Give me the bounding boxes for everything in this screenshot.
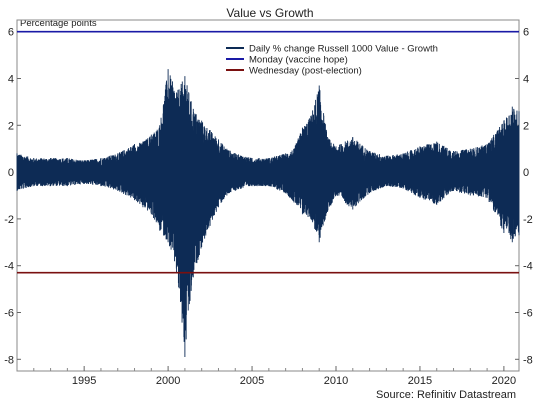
y-tick-label-left: 6: [8, 27, 14, 39]
y-tick-label-left: 2: [8, 120, 14, 132]
x-tick-label: 2020: [492, 375, 516, 387]
legend-label: Wednesday (post-election): [249, 66, 362, 77]
y-tick-label-left: -8: [4, 354, 14, 366]
source-note: Source: Refinitiv Datastream: [376, 389, 516, 401]
y-tick-label-right: -4: [523, 261, 533, 273]
y-tick-label-right: 6: [523, 27, 529, 39]
y-axis-label: Percentage points: [20, 18, 97, 29]
x-axis: 1995 2000 2005 2010 2015 2020: [16, 366, 516, 387]
x-tick-label: 2010: [324, 375, 348, 387]
x-tick-label: 1995: [72, 375, 96, 387]
x-tick-label: 2005: [240, 375, 264, 387]
x-tick-label: 2000: [156, 375, 180, 387]
series-daily-change: [16, 69, 520, 357]
y-tick-label-right: 0: [523, 167, 529, 179]
series-layer: [16, 30, 520, 357]
y-tick-label-right: -2: [523, 214, 533, 226]
y-axis-left: 6 4 2 0 -2 -4 -6 -8: [4, 27, 21, 366]
y-tick-label-left: -2: [4, 214, 14, 226]
legend: Daily % change Russell 1000 Value - Grow…: [222, 42, 438, 80]
y-tick-label-right: 2: [523, 120, 529, 132]
y-tick-label-right: 4: [523, 74, 529, 86]
x-tick-label: 2015: [408, 375, 432, 387]
legend-label: Daily % change Russell 1000 Value - Grow…: [249, 44, 438, 55]
legend-background: [222, 42, 432, 80]
legend-label: Monday (vaccine hope): [249, 55, 348, 66]
y-tick-label-left: -4: [4, 261, 14, 273]
y-tick-label-right: -8: [523, 354, 533, 366]
y-tick-label-left: 0: [8, 167, 14, 179]
y-tick-label-right: -6: [523, 308, 533, 320]
y-tick-label-left: -6: [4, 308, 14, 320]
chart-title: Value vs Growth: [226, 6, 313, 20]
y-tick-label-left: 4: [8, 74, 14, 86]
